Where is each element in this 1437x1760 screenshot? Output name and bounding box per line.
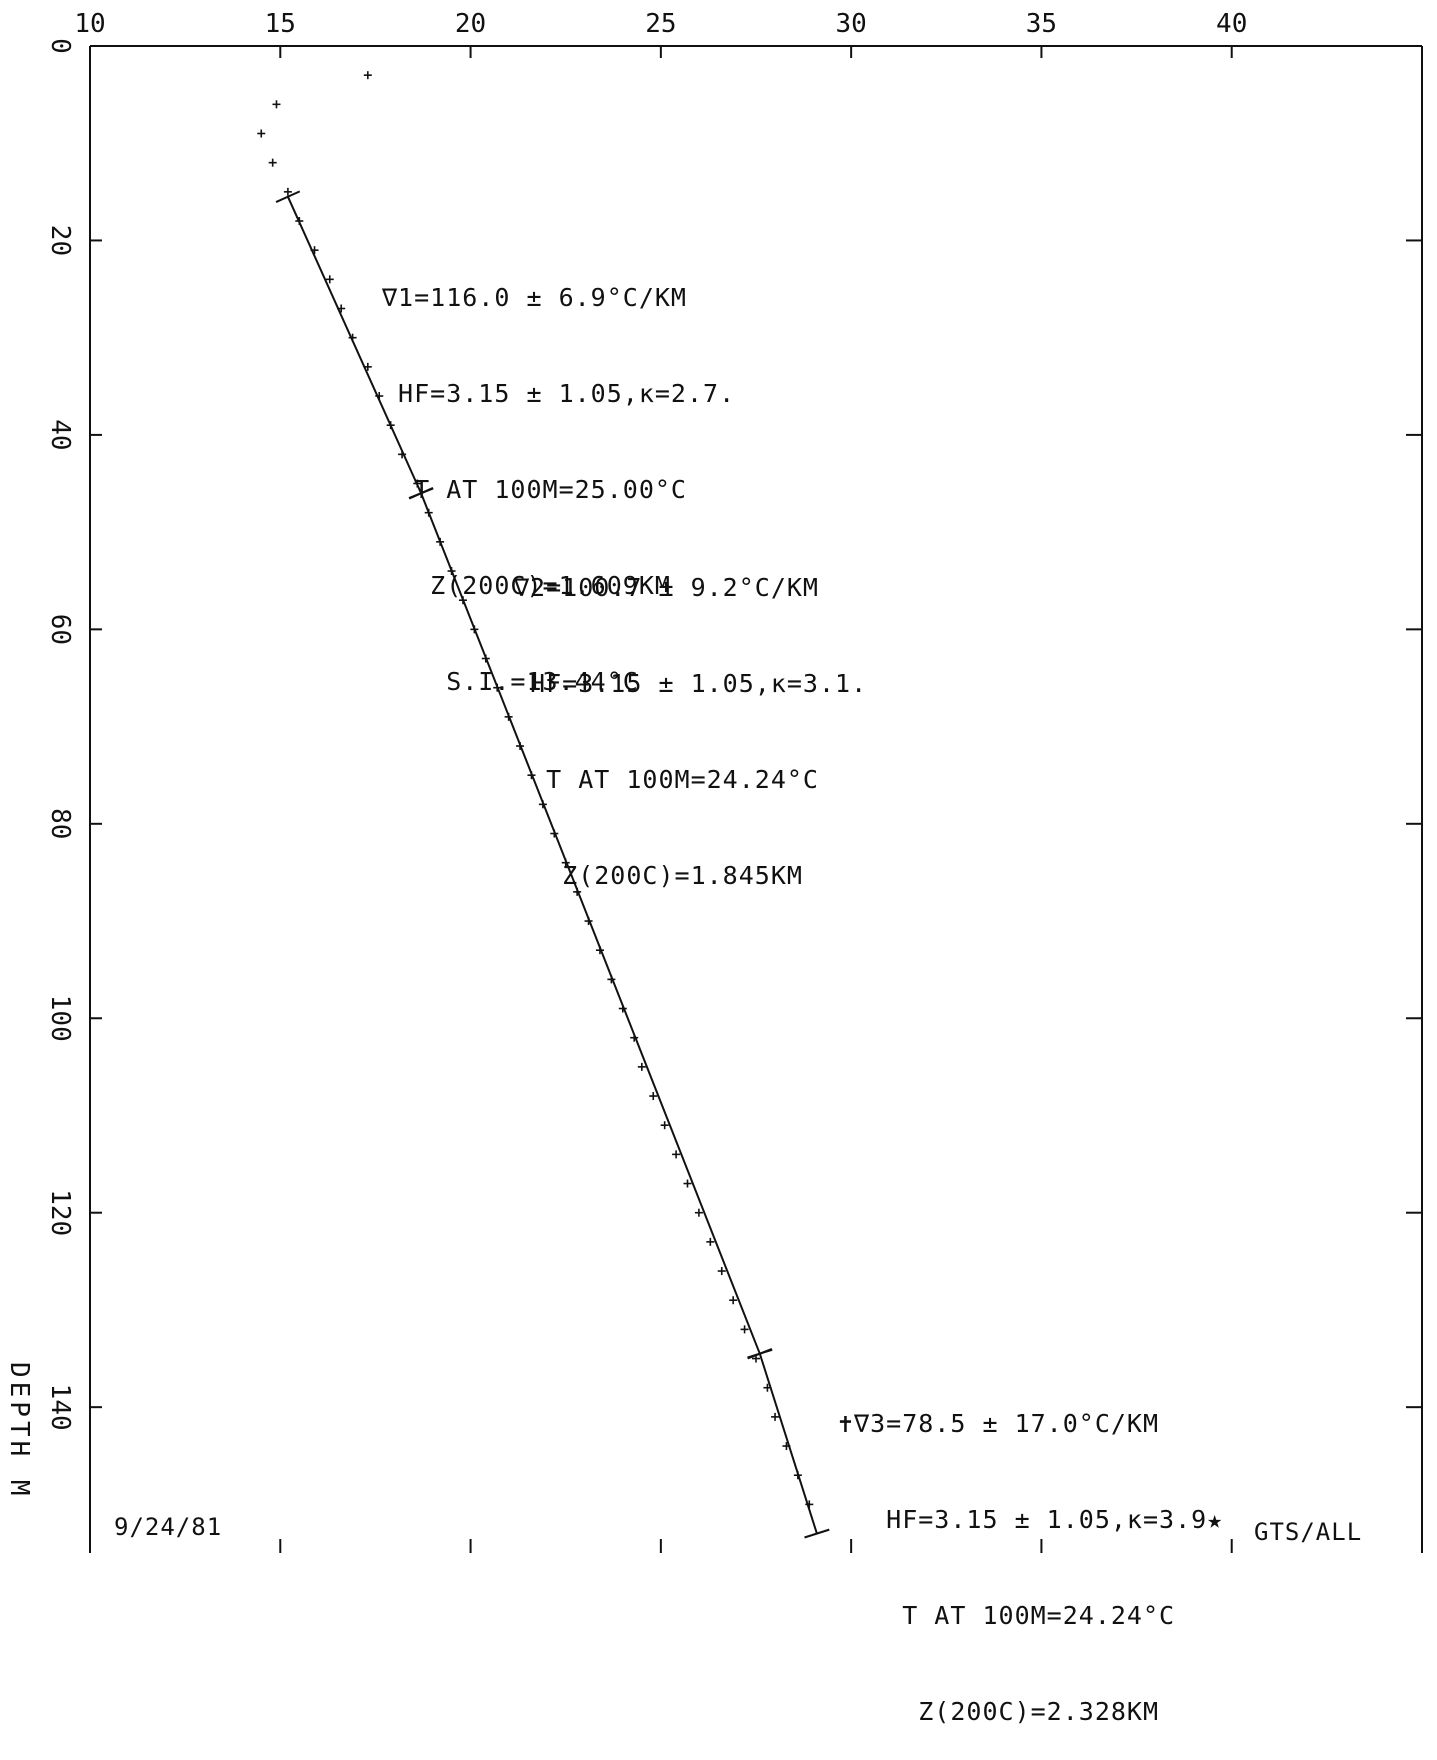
data-point: [363, 71, 372, 80]
gradient-3-line-1: ✝∇3=78.5 ± 17.0°C/KM: [838, 1409, 1160, 1438]
id-label: GTS/ALL: [1254, 1518, 1363, 1546]
data-point: [310, 246, 319, 255]
x-tick-label-30: 30: [835, 9, 866, 39]
fit-line-2: [420, 492, 761, 1355]
data-points: [257, 71, 814, 1509]
data-point: [683, 1179, 692, 1188]
data-point: [584, 917, 593, 926]
data-point: [538, 800, 547, 809]
data-point: [630, 1033, 639, 1042]
y-tick-label-100: 100: [45, 995, 75, 1042]
data-point: [386, 421, 395, 430]
y-tick-label-140: 140: [45, 1384, 75, 1431]
gradient-1-line-4: Z(200C)=1.609KM: [382, 571, 671, 600]
fit-3-end-bar-1: [747, 1348, 773, 1359]
x-tick-label-35: 35: [1026, 9, 1057, 39]
y-tick-label-0: 0: [45, 38, 75, 54]
data-point: [694, 1208, 703, 1217]
gradient-1-line-1: ∇1=116.0 ± 6.9°C/KM: [382, 283, 687, 312]
data-point: [729, 1296, 738, 1305]
gradient-1-line-5: S.I.=13.44°C: [382, 667, 639, 696]
temperature-depth-plot: 10 15 20 25 30 35 40 0 20 40 60 80 100 120 140: [45, 9, 1423, 1553]
gradient-1-annotation: ∇1=116.0 ± 6.9°C/KM HF=3.15 ± 1.05,κ=2.7…: [382, 218, 735, 730]
data-point: [447, 567, 456, 576]
data-point: [272, 100, 281, 109]
gradient-1-line-2: HF=3.15 ± 1.05,κ=2.7.: [382, 379, 736, 408]
data-point: [793, 1471, 802, 1480]
data-point: [752, 1354, 760, 1363]
data-point: [561, 858, 570, 867]
x-tick-label-15: 15: [265, 9, 296, 39]
gradient-1-line-3: T AT 100M=25.00°C: [382, 475, 687, 504]
gradient-2-line-4: Z(200C)=1.845KM: [514, 861, 803, 890]
fit-2-end-bar-1: [408, 487, 434, 499]
data-point: [424, 508, 433, 517]
data-point: [637, 1062, 646, 1071]
data-point: [763, 1383, 772, 1392]
data-point: [618, 1004, 627, 1013]
data-point: [458, 596, 467, 605]
data-point: [283, 187, 292, 196]
axis-ticks: [89, 45, 1422, 1553]
y-axis-label: DEPTH M: [4, 1362, 34, 1500]
data-point: [573, 887, 582, 896]
data-point: [527, 771, 536, 780]
data-point: [672, 1150, 681, 1159]
x-tick-label-25: 25: [645, 9, 676, 39]
data-point: [550, 829, 559, 838]
gradient-3-line-2: HF=3.15 ± 1.05,κ=3.9★: [838, 1505, 1224, 1534]
fit-3-end-bar-2: [804, 1528, 830, 1539]
data-point: [257, 129, 266, 138]
data-point: [805, 1500, 814, 1509]
y-tick-label-80: 80: [45, 808, 75, 839]
data-point: [337, 304, 346, 313]
tick-labels: 10 15 20 25 30 35 40 0 20 40 60 80 100 120 140: [45, 9, 1247, 1431]
data-point: [717, 1267, 726, 1276]
data-point: [595, 946, 604, 955]
data-point: [436, 537, 445, 546]
data-point: [649, 1092, 658, 1101]
date-label: 9/24/81: [114, 1513, 223, 1541]
data-point: [660, 1121, 669, 1130]
data-point: [348, 333, 357, 342]
data-point: [493, 683, 502, 692]
data-point: [325, 275, 334, 284]
gradient-3-line-3: T AT 100M=24.24°C: [838, 1601, 1176, 1630]
data-point: [295, 217, 304, 226]
data-point: [504, 712, 513, 721]
gradient-2-line-2: HF=3.15 ± 1.05,κ=3.1.: [514, 669, 868, 698]
gradient-2-annotation: ∇2=100.7 ± 9.2°C/KM HF=3.15 ± 1.05,κ=3.1…: [514, 508, 867, 924]
plot-axes: [89, 45, 1423, 1553]
gradient-2-line-1: ∇2=100.7 ± 9.2°C/KM: [514, 573, 819, 602]
y-tick-label-40: 40: [45, 419, 75, 450]
fit-line-3: [758, 1353, 818, 1534]
gradient-3-line-4: Z(200C)=2.328KM: [838, 1697, 1160, 1726]
data-point: [782, 1442, 791, 1451]
fit-line-1: [286, 196, 423, 494]
gradient-fit-lines: [275, 190, 830, 1539]
x-tick-label-20: 20: [455, 9, 486, 39]
data-point: [363, 362, 372, 371]
data-point: [470, 625, 479, 634]
gradient-3-annotation: ✝∇3=78.5 ± 17.0°C/KM HF=3.15 ± 1.05,κ=3.…: [838, 1344, 1223, 1760]
x-tick-label-10: 10: [74, 9, 105, 39]
gradient-2-line-3: T AT 100M=24.24°C: [514, 765, 819, 794]
y-tick-label-60: 60: [45, 614, 75, 645]
data-point: [268, 158, 277, 167]
y-tick-label-20: 20: [45, 225, 75, 256]
y-tick-label-120: 120: [45, 1189, 75, 1236]
data-point: [516, 742, 525, 751]
data-point: [413, 479, 422, 488]
data-point: [375, 392, 384, 401]
data-point: [398, 450, 407, 459]
data-point: [607, 975, 616, 984]
data-point: [740, 1325, 749, 1334]
data-point: [706, 1237, 715, 1246]
fit-1-end-bar-1: [275, 190, 301, 203]
data-point: [771, 1412, 780, 1421]
x-tick-label-40: 40: [1216, 9, 1247, 39]
data-point: [481, 654, 490, 663]
